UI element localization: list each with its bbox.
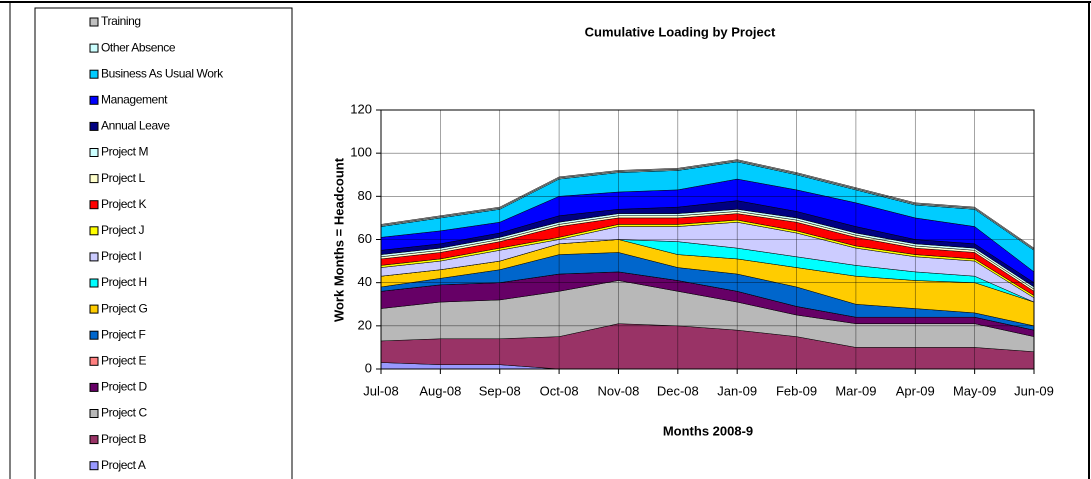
x-tick-label: Jun-09 [1014,383,1054,398]
y-tick-label: 60 [358,231,372,246]
x-tick-label: Mar-09 [835,383,876,398]
legend-swatch [89,95,99,105]
legend-swatch [89,252,99,262]
legend-swatch [89,382,99,392]
legend-swatch [89,278,99,288]
x-tick-label: Feb-09 [776,383,817,398]
x-axis-title: Months 2008-9 [663,423,753,438]
legend-label: Project I [101,249,141,263]
x-tick-label: Sep-08 [479,383,521,398]
y-tick-label: 0 [365,360,372,375]
legend-label: Project B [101,432,146,446]
x-tick-label: Jul-08 [363,383,398,398]
legend-swatch [89,356,99,366]
legend-swatch [89,69,99,79]
x-tick-label: Dec-08 [657,383,699,398]
x-tick-label: Nov-08 [597,383,639,398]
legend-swatch [89,304,99,314]
y-tick-label: 80 [358,188,372,203]
y-tick-label: 40 [358,274,372,289]
x-tick-label: Oct-08 [540,383,579,398]
legend-label: Business As Usual Work [101,66,224,80]
legend-label: Project J [101,223,144,237]
legend-label: Project D [101,380,147,394]
legend-label: Project E [101,353,146,367]
x-tick-label: Apr-09 [896,383,935,398]
legend-label: Annual Leave [101,119,170,133]
legend-label: Project F [101,327,145,341]
legend-label: Project H [101,275,147,289]
legend-swatch [89,17,99,27]
y-tick-label: 20 [358,317,372,332]
y-tick-label: 120 [350,101,372,116]
legend-label: Project A [101,458,146,472]
x-tick-label: Aug-08 [419,383,461,398]
legend-swatch [89,461,99,471]
legend-swatch [89,409,99,418]
x-tick-label: May-09 [953,383,996,398]
legend-label: Other Absence [101,40,176,54]
plot-border [380,109,1035,370]
legend-swatch [89,174,99,184]
chart-title: Cumulative Loading by Project [585,24,776,39]
legend-label: Project K [101,197,146,211]
legend-label: Management [101,92,168,106]
y-tick-label: 100 [350,145,372,160]
legend-swatch [89,200,99,210]
legend-label: Project C [101,406,147,420]
legend-label: Training [101,14,141,28]
legend-swatch [89,121,99,131]
legend-label: Project G [101,301,147,315]
legend-swatch [89,330,99,340]
x-tick-label: Jan-09 [717,383,757,398]
legend-label: Project M [101,145,148,159]
legend-swatch [89,435,99,445]
legend-swatch [89,226,99,236]
legend-box [34,7,293,479]
y-axis-title: Work Months = Headcount [331,157,346,322]
legend-swatch [89,43,99,53]
legend-swatch [89,148,99,157]
legend-label: Project L [101,171,145,185]
